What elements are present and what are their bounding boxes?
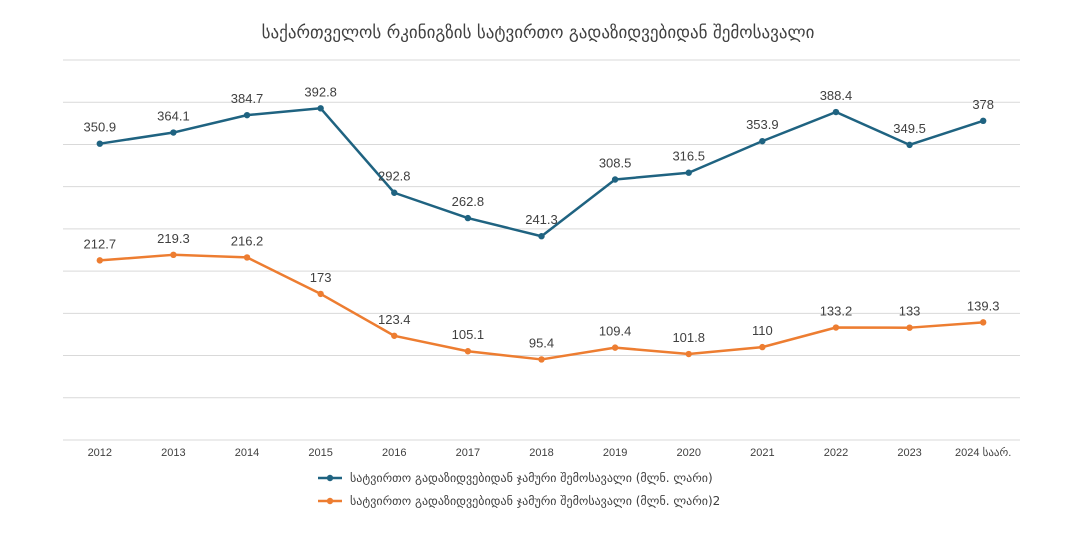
- data-point: [464, 348, 472, 355]
- data-labels: 350.9 364.1 384.7 392.8 292.8 262.8 241.3 308.5…: [84, 84, 1000, 350]
- x-tick-label: 2015: [308, 447, 332, 459]
- data-point: [685, 350, 692, 358]
- data-label: 212.7: [84, 236, 117, 251]
- data-label: 292.8: [378, 169, 411, 184]
- data-label: 109.4: [599, 324, 632, 339]
- data-label: 241.3: [525, 212, 558, 227]
- x-tick-label: 2023: [897, 447, 921, 459]
- data-point: [243, 111, 251, 119]
- data-point: [685, 169, 692, 176]
- data-point: [538, 233, 545, 240]
- data-label: 123.4: [378, 312, 411, 327]
- series-lines: [96, 105, 987, 363]
- data-label: 308.5: [599, 155, 632, 170]
- x-tick-label: 2016: [382, 447, 406, 459]
- data-point: [611, 176, 619, 183]
- x-tick-label: 2014: [235, 447, 259, 459]
- data-point: [391, 189, 398, 196]
- x-tick-label: 2018: [529, 447, 553, 459]
- x-tick-label: 2024 საარ.: [955, 446, 1011, 459]
- data-label: 95.4: [529, 335, 554, 350]
- x-axis-tick-labels: 2012 2013 2014 2015 2016 2017 2018 2019 2020 2021…: [88, 446, 1012, 459]
- data-point: [96, 257, 104, 264]
- x-tick-label: 2017: [456, 447, 480, 459]
- data-point: [464, 214, 472, 222]
- data-point: [170, 251, 177, 259]
- data-label: 173: [310, 270, 332, 285]
- data-label: 133: [899, 304, 921, 319]
- x-tick-label: 2020: [676, 447, 700, 459]
- chart-title: საქართველოს რკინიგზის სატვირთო გადაზიდვე…: [262, 23, 815, 43]
- data-point: [538, 356, 545, 363]
- data-point: [317, 290, 324, 298]
- data-label: 219.3: [157, 231, 190, 246]
- data-label: 384.7: [231, 91, 264, 106]
- data-label: 262.8: [452, 194, 485, 209]
- legend-label: სატვირთო გადაზიდვებიდან ჯამური შემოსავალ…: [350, 494, 720, 508]
- data-point: [906, 324, 913, 331]
- data-label: 364.1: [157, 109, 190, 124]
- x-tick-label: 2013: [161, 447, 185, 459]
- data-point: [170, 129, 177, 136]
- x-tick-label: 2022: [824, 447, 848, 459]
- legend-marker: [326, 497, 334, 505]
- x-tick-label: 2021: [750, 447, 774, 459]
- data-point: [759, 343, 766, 351]
- data-point: [979, 319, 987, 326]
- data-point: [243, 254, 251, 261]
- data-label: 353.9: [746, 117, 779, 132]
- x-tick-label: 2012: [88, 447, 112, 459]
- data-label: 350.9: [84, 120, 117, 135]
- data-label: 133.2: [820, 304, 853, 319]
- data-label: 316.5: [672, 149, 705, 164]
- gridlines: [63, 59, 1020, 441]
- data-label: 349.5: [893, 121, 926, 136]
- x-tick-label: 2019: [603, 447, 627, 459]
- data-point: [317, 105, 324, 112]
- data-point: [832, 108, 840, 116]
- legend-marker: [326, 474, 334, 482]
- data-label: 139.3: [967, 298, 1000, 313]
- data-point: [611, 344, 619, 351]
- data-point: [906, 141, 913, 149]
- legend: სატვირთო გადაზიდვებიდან ჯამური შემოსავალ…: [318, 471, 720, 508]
- data-label: 378: [972, 97, 994, 112]
- data-label: 216.2: [231, 233, 264, 248]
- data-label: 110: [752, 323, 773, 338]
- data-point: [832, 324, 840, 331]
- data-point: [96, 140, 104, 147]
- data-label: 105.1: [452, 327, 485, 342]
- data-label: 101.8: [672, 330, 705, 345]
- data-label: 388.4: [820, 88, 853, 103]
- data-point: [759, 137, 766, 145]
- legend-label: სატვირთო გადაზიდვებიდან ჯამური შემოსავალ…: [350, 471, 713, 485]
- data-point: [391, 332, 398, 339]
- data-point: [979, 117, 987, 125]
- data-label: 392.8: [304, 84, 337, 99]
